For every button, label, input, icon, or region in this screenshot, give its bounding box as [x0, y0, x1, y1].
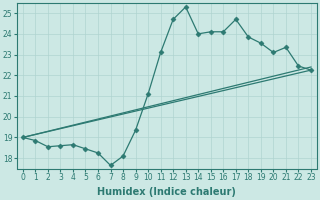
X-axis label: Humidex (Indice chaleur): Humidex (Indice chaleur) [98, 187, 236, 197]
